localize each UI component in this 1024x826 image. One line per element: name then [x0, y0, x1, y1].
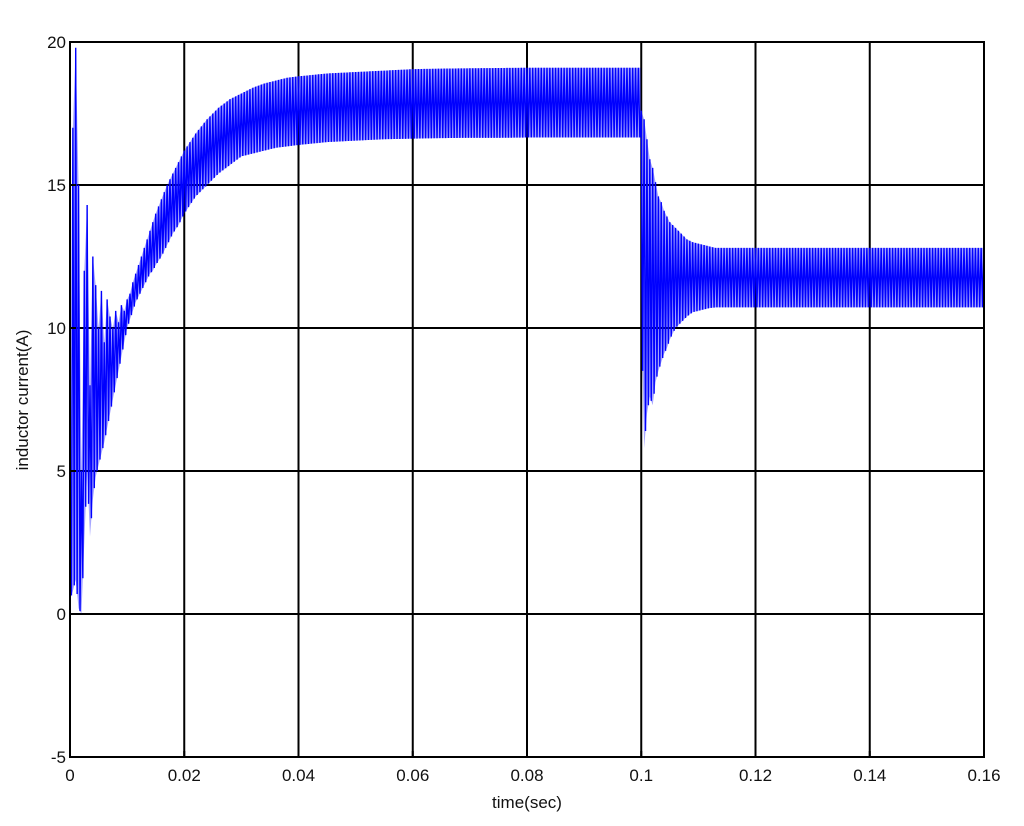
x-tick-label: 0.02: [168, 766, 201, 785]
series-layer: [69, 47, 985, 615]
x-tick-label: 0.14: [853, 766, 886, 785]
y-tick-label: 20: [47, 33, 66, 52]
tick-layer: 0 0.02 0.04 0.06 0.08 0.1 0.12 0.14 0.16-5051015…: [47, 33, 1000, 785]
x-tick-label: 0.16: [967, 766, 1000, 785]
x-tick-label: 0.12: [739, 766, 772, 785]
series-line: [69, 47, 985, 612]
y-axis-label: inductor current(A): [13, 330, 32, 471]
y-tick-label: 5: [57, 462, 66, 481]
x-tick-label: 0.08: [510, 766, 543, 785]
x-tick-label: 0.06: [396, 766, 429, 785]
y-tick-label: 10: [47, 319, 66, 338]
x-tick-label: 0: [65, 766, 74, 785]
y-tick-label: 15: [47, 176, 66, 195]
x-tick-label: 0.04: [282, 766, 315, 785]
x-tick-label: 0.1: [629, 766, 653, 785]
y-tick-label: 0: [57, 605, 66, 624]
y-tick-label: -5: [51, 748, 66, 767]
x-axis-label: time(sec): [492, 793, 562, 812]
